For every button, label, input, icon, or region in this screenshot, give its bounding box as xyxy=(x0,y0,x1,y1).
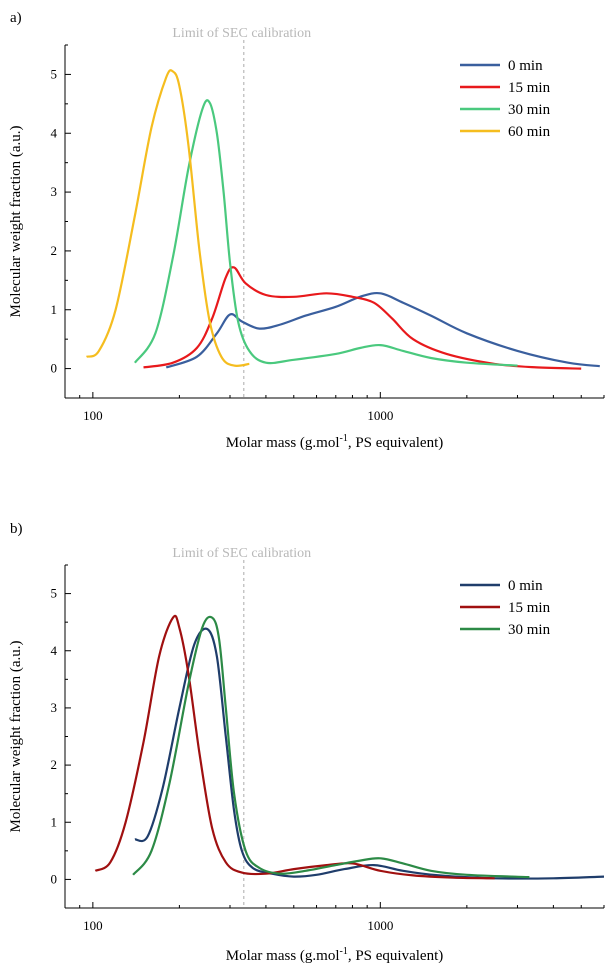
legend-label: 0 min xyxy=(508,578,543,594)
series-line-30-min xyxy=(133,99,518,367)
series-line-0-min xyxy=(165,291,600,369)
x-tick-label: 1000 xyxy=(367,408,393,423)
x-axis-label: Molar mass (g.mol-1, PS equivalent) xyxy=(226,433,444,451)
y-tick-label: 3 xyxy=(51,700,58,715)
legend-label: 15 min xyxy=(508,600,551,616)
legend-label: 0 min xyxy=(508,58,543,74)
y-tick-label: 1 xyxy=(51,302,58,317)
legend-label: 30 min xyxy=(508,622,551,638)
series-line-60-min xyxy=(86,69,250,367)
x-tick-label: 1000 xyxy=(367,918,393,933)
y-tick-label: 3 xyxy=(51,184,58,199)
x-tick-label: 100 xyxy=(83,408,103,423)
chart-panel-a: a) 0 1 2 3 4 5 100 1000 Limit of SEC calibration 0… xyxy=(8,10,605,451)
y-tick-label: 4 xyxy=(51,125,58,140)
chart-panel-b: b) 0 1 2 3 4 5 100 1000 Limit of SEC calibration 0… xyxy=(8,521,605,963)
panel-label: a) xyxy=(10,10,22,26)
x-axis-label: Molar mass (g.mol-1, PS equivalent) xyxy=(226,946,444,963)
y-tick-label: 1 xyxy=(51,814,58,829)
sec-limit-label: Limit of SEC calibration xyxy=(172,546,311,561)
y-tick-label: 4 xyxy=(51,643,58,658)
series-line-0-min xyxy=(134,627,605,880)
y-tick-label: 5 xyxy=(51,586,58,601)
y-tick-label: 5 xyxy=(51,66,58,81)
y-tick-label: 0 xyxy=(51,871,58,886)
series-line-15-min xyxy=(143,266,582,370)
legend-label: 60 min xyxy=(508,124,551,140)
sec-limit-label: Limit of SEC calibration xyxy=(172,26,311,41)
y-tick-label: 0 xyxy=(51,361,58,376)
y-axis-label: Molecular weight fraction (a.u.) xyxy=(8,125,24,317)
series-line-15-min xyxy=(94,614,495,880)
y-tick-label: 2 xyxy=(51,243,58,258)
x-tick-label: 100 xyxy=(83,918,103,933)
y-axis-label: Molecular weight fraction (a.u.) xyxy=(8,640,24,832)
y-tick-label: 2 xyxy=(51,757,58,772)
legend-label: 15 min xyxy=(508,80,551,96)
legend-label: 30 min xyxy=(508,102,551,118)
series-line-30-min xyxy=(132,615,530,879)
panel-label: b) xyxy=(10,521,23,537)
